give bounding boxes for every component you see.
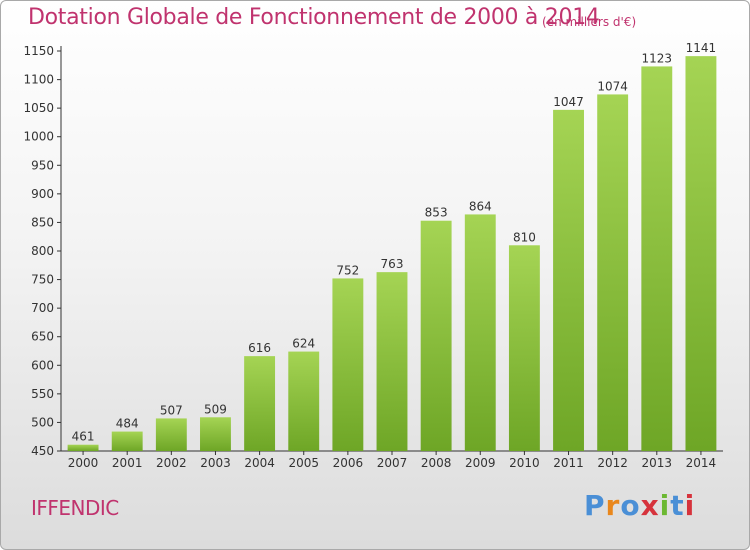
chart-axes: 450 500 550 600 650 700 750 800 850 900 950 1000 105… [23,44,723,470]
x-tick-label: 2000 [68,456,99,470]
data-label: 1047 [553,95,584,109]
chart-bars [67,56,717,452]
data-label: 810 [513,230,536,244]
data-label: 616 [248,341,271,355]
x-tick-label: 2005 [288,456,319,470]
commune-name: IFFENDIC [31,496,119,520]
y-tick-label: 1150 [23,44,54,58]
bar [67,444,99,451]
y-tick-label: 950 [31,158,54,172]
x-tick-label: 2003 [200,456,231,470]
data-label: 853 [425,206,448,220]
data-label: 1123 [642,51,673,65]
logo-letter: i [684,489,696,522]
x-tick-label: 2010 [509,456,540,470]
bar [288,351,320,451]
y-tick-label: 750 [31,273,54,287]
y-tick-label: 850 [31,215,54,229]
y-tick-label: 800 [31,244,54,258]
y-tick-label: 600 [31,358,54,372]
x-tick-label: 2006 [333,456,364,470]
data-label: 624 [292,337,315,351]
bar [597,94,629,451]
logo-letter: P [584,489,606,522]
bar [685,56,717,452]
y-tick-label: 650 [31,330,54,344]
data-label: 1141 [686,41,717,55]
logo-letter: o [620,489,641,522]
chart-data-labels: 461 484 507 509 616 624 752 763 853 864 810 1047 107… [72,41,717,444]
bar [244,356,276,451]
data-label: 763 [381,257,404,271]
data-label: 509 [204,402,227,416]
y-tick-label: 500 [31,415,54,429]
chart-unit: (en milliers d'€) [542,15,637,29]
y-tick-label: 1100 [23,73,54,87]
x-tick-label: 2001 [112,456,143,470]
data-label: 752 [336,263,359,277]
x-tick-label: 2011 [553,456,584,470]
y-tick-label: 700 [31,301,54,315]
y-tick-label: 900 [31,187,54,201]
data-label: 461 [72,430,95,444]
x-tick-label: 2002 [156,456,187,470]
x-tick-label: 2014 [686,456,717,470]
data-label: 507 [160,403,183,417]
y-tick-label: 450 [31,444,54,458]
bar [641,66,673,451]
bar [553,109,584,451]
data-label: 1074 [597,79,628,93]
bar [376,272,408,451]
x-tick-label: 2008 [421,456,452,470]
proxiti-logo: Proxiti [584,489,695,522]
bar [200,417,231,451]
bar [464,214,496,451]
data-label: 484 [116,417,139,431]
bar [332,278,364,451]
x-tick-label: 2012 [597,456,628,470]
logo-letter: i [659,489,671,522]
x-tick-label: 2007 [377,456,408,470]
bar [420,220,452,451]
x-tick-label: 2009 [465,456,496,470]
y-tick-label: 550 [31,387,54,401]
bar [155,418,187,451]
logo-letter: x [640,489,660,522]
bar [508,245,540,451]
y-tick-label: 1000 [23,130,54,144]
logo-letter: r [605,489,621,522]
y-tick-label: 1050 [23,101,54,115]
x-tick-label: 2004 [244,456,275,470]
logo-letter: t [670,489,685,522]
chart-title: Dotation Globale de Fonctionnement de 20… [28,5,600,30]
bar [111,431,143,451]
x-tick-label: 2013 [642,456,673,470]
data-label: 864 [469,199,492,213]
